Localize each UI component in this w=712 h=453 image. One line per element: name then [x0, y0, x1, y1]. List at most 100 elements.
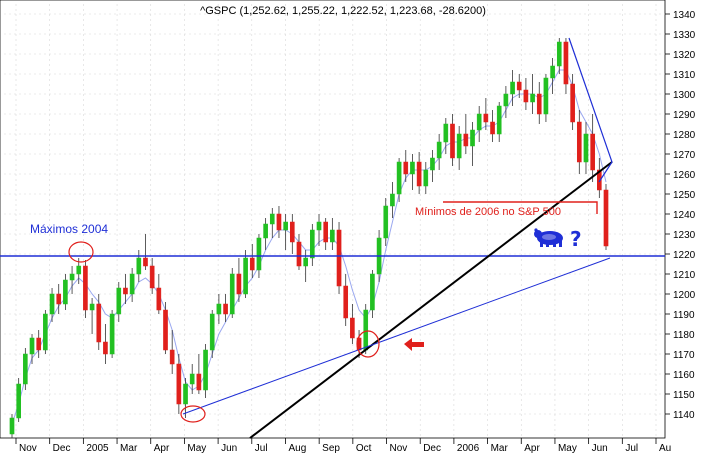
x-tick-label: 2005: [86, 443, 109, 453]
candle-up: [136, 257, 142, 275]
candle-down: [536, 93, 542, 115]
candle-down: [123, 287, 128, 295]
y-tick-label: 1160: [673, 370, 695, 381]
candle-up: [470, 129, 475, 147]
x-tick-label: Aug: [288, 443, 306, 453]
candle-up: [310, 229, 315, 259]
candle-down: [163, 309, 168, 351]
y-tick-label: 1220: [673, 250, 696, 261]
minimos-2006-bracket: [443, 201, 598, 214]
y-tick-label: 1260: [673, 170, 696, 181]
candle-up: [443, 123, 449, 143]
candle-down: [343, 285, 349, 319]
candle-down: [483, 113, 489, 123]
x-tick-label: Mar: [491, 443, 509, 453]
candle-down: [149, 265, 155, 289]
candle-down: [523, 89, 529, 103]
candle-up: [396, 161, 402, 195]
y-tick-label: 1250: [673, 190, 696, 201]
candle-up: [63, 279, 68, 305]
x-tick-label: Au: [659, 443, 671, 453]
candles: [9, 38, 609, 438]
candle-down: [56, 293, 62, 305]
candle-down: [289, 221, 295, 243]
candle-down: [156, 287, 162, 311]
y-tick-label: 1340: [673, 10, 696, 21]
x-tick-label: Apr: [524, 443, 540, 453]
candle-down: [597, 169, 602, 191]
candle-up: [23, 353, 28, 385]
red-arrow: [404, 338, 424, 351]
candle-down: [463, 133, 469, 147]
candle-up: [69, 273, 75, 281]
y-tick-label: 1290: [673, 110, 696, 121]
candle-up: [503, 93, 509, 107]
x-tick-label: Nov: [390, 443, 408, 453]
candle-down: [296, 241, 302, 267]
candle-down: [249, 257, 255, 271]
annotation-maximos-2004: Máximos 2004: [30, 222, 108, 236]
candle-up: [423, 169, 429, 187]
candle-up: [243, 257, 248, 295]
highlight-ellipse: [180, 405, 206, 423]
candle-down: [570, 83, 575, 123]
y-tick-label: 1200: [673, 290, 696, 301]
candle-down: [36, 337, 42, 351]
y-tick-label: 1330: [673, 30, 696, 41]
y-tick-label: 1310: [673, 70, 696, 81]
y-tick-label: 1280: [673, 130, 696, 141]
candle-down: [323, 221, 329, 243]
candle-down: [83, 265, 88, 311]
candle-up: [436, 141, 442, 159]
candle-down: [416, 161, 422, 187]
candle-up: [363, 309, 369, 351]
candle-up: [49, 293, 55, 315]
candle-down: [96, 303, 102, 343]
x-tick-label: Jun: [592, 443, 608, 453]
y-tick-label: 1140: [673, 410, 695, 421]
x-tick-label: Jul: [625, 443, 638, 453]
candle-up: [29, 337, 35, 355]
y-tick-label: 1210: [673, 270, 696, 281]
candle-down: [350, 317, 355, 339]
x-tick-label: May: [187, 443, 206, 453]
candle-down: [450, 123, 455, 159]
x-tick-label: Mar: [120, 443, 138, 453]
trend-overlays: [0, 37, 665, 439]
question-mark: ?: [570, 227, 582, 251]
candle-up: [9, 417, 15, 435]
recent-wedge-lines: [568, 37, 613, 183]
candle-up: [556, 41, 562, 67]
candle-up: [269, 213, 275, 225]
candle-up: [476, 113, 482, 131]
y-tick-label: 1230: [673, 230, 696, 241]
candle-up: [43, 313, 48, 351]
y-tick-label: 1190: [673, 310, 695, 321]
chart-title: ^GSPC (1,252.62, 1,255.22, 1,222.52, 1,2…: [200, 5, 486, 17]
candle-down: [223, 303, 228, 315]
y-tick-label: 1300: [673, 90, 696, 101]
black-trend-line: [249, 161, 613, 439]
x-tick-label: Dec: [423, 443, 441, 453]
y-tick-label: 1180: [673, 330, 695, 341]
x-axis: Nov Dec 2005 Mar Apr May Jun Jul Aug Sep Oct Nov Dec…: [15, 438, 671, 453]
candle-up: [89, 303, 95, 311]
candle-up: [209, 313, 215, 351]
candle-down: [103, 341, 108, 355]
x-tick-label: Nov: [19, 443, 37, 453]
candle-down: [336, 229, 342, 287]
y-axis: 1140 1150 1160 1170 1180 1190 1200 1210 1220 1230…: [665, 10, 696, 421]
candle-up: [370, 273, 375, 311]
x-tick-label: 2006: [457, 443, 480, 453]
candle-up: [530, 93, 535, 103]
candle-down: [143, 257, 148, 267]
candle-up: [550, 65, 555, 79]
x-tick-label: Oct: [356, 443, 372, 453]
candle-up: [430, 157, 435, 171]
y-tick-label: 1320: [673, 50, 696, 61]
candle-up: [410, 161, 415, 175]
candle-down: [590, 133, 595, 171]
candle-up: [16, 383, 21, 419]
x-tick-label: Jun: [221, 443, 237, 453]
